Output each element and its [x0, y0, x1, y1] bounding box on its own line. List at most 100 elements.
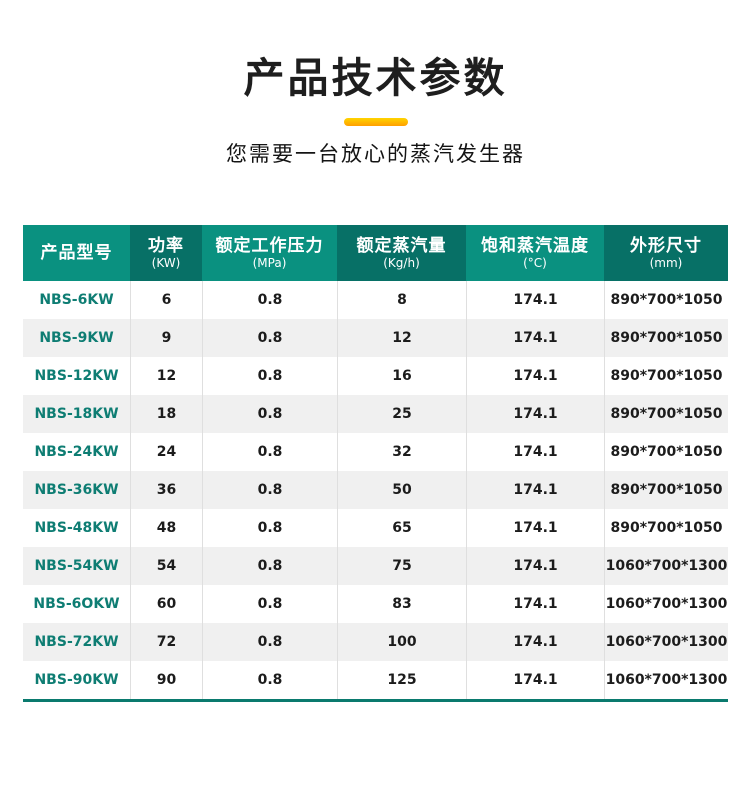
- header-label: 功率: [148, 235, 184, 256]
- page-subtitle: 您需要一台放心的蒸汽发生器: [226, 142, 525, 167]
- value-cell: 50: [337, 471, 466, 510]
- value-cell: 0.8: [202, 319, 337, 358]
- header-cell-2: 额定工作压力 (MPa): [202, 225, 337, 282]
- value-cell: 100: [337, 623, 466, 662]
- header-unit: (°C): [523, 256, 547, 271]
- header-unit: (Kg/h): [383, 256, 420, 271]
- value-cell: 174.1: [466, 547, 604, 586]
- value-cell: 54: [130, 547, 202, 586]
- value-cell: 65: [337, 509, 466, 548]
- table-row: NBS-24KW 24 0.8 32 174.1 890*700*1050: [23, 433, 728, 472]
- value-cell: 1060*700*1300: [604, 623, 728, 662]
- value-cell: 174.1: [466, 433, 604, 472]
- value-cell: 890*700*1050: [604, 395, 728, 434]
- value-cell: 0.8: [202, 433, 337, 472]
- table-bottom-border: [23, 699, 728, 703]
- value-cell: 8: [337, 281, 466, 320]
- value-cell: 0.8: [202, 395, 337, 434]
- value-cell: 0.8: [202, 623, 337, 662]
- header-cell-3: 额定蒸汽量 (Kg/h): [337, 225, 466, 282]
- header-unit: (MPa): [252, 256, 287, 271]
- table-row: NBS-6KW 6 0.8 8 174.1 890*700*1050: [23, 281, 728, 320]
- value-cell: 48: [130, 509, 202, 548]
- value-cell: 890*700*1050: [604, 509, 728, 548]
- value-cell: 83: [337, 585, 466, 624]
- value-cell: 24: [130, 433, 202, 472]
- value-cell: 174.1: [466, 357, 604, 396]
- value-cell: 174.1: [466, 585, 604, 624]
- value-cell: 174.1: [466, 623, 604, 662]
- header-cell-0: 产品型号: [23, 225, 130, 282]
- table-row: NBS-90KW 90 0.8 125 174.1 1060*700*1300: [23, 661, 728, 700]
- value-cell: 1060*700*1300: [604, 547, 728, 586]
- model-cell: NBS-6OKW: [33, 596, 120, 613]
- value-cell: 174.1: [466, 661, 604, 700]
- value-cell: 25: [337, 395, 466, 434]
- value-cell: 16: [337, 357, 466, 396]
- value-cell: 890*700*1050: [604, 281, 728, 320]
- value-cell: 174.1: [466, 395, 604, 434]
- value-cell: 0.8: [202, 357, 337, 396]
- page-title: 产品技术参数: [243, 54, 508, 102]
- value-cell: 0.8: [202, 471, 337, 510]
- model-cell: NBS-48KW: [34, 520, 119, 537]
- value-cell: 12: [130, 357, 202, 396]
- value-cell: 890*700*1050: [604, 433, 728, 472]
- value-cell: 0.8: [202, 509, 337, 548]
- value-cell: 125: [337, 661, 466, 700]
- header-unit: (KW): [151, 256, 181, 271]
- value-cell: 9: [130, 319, 202, 358]
- value-cell: 174.1: [466, 281, 604, 320]
- header-label: 产品型号: [40, 243, 113, 264]
- value-cell: 0.8: [202, 281, 337, 320]
- accent-underline-bar: [343, 118, 408, 127]
- spec-table: 产品型号 功率 (KW) 额定工作压力 (MPa) 额定蒸汽量 (Kg/h) 饱和蒸汽温度 (°…: [23, 225, 728, 703]
- table-header-row: 产品型号 功率 (KW) 额定工作压力 (MPa) 额定蒸汽量 (Kg/h) 饱和蒸汽温度 (°…: [23, 225, 728, 282]
- value-cell: 72: [130, 623, 202, 662]
- header-cell-5: 外形尺寸 (mm): [604, 225, 728, 282]
- table-row: NBS-9KW 9 0.8 12 174.1 890*700*1050: [23, 319, 728, 358]
- value-cell: 6: [130, 281, 202, 320]
- header-cell-4: 饱和蒸汽温度 (°C): [466, 225, 604, 282]
- value-cell: 1060*700*1300: [604, 661, 728, 700]
- table-row: NBS-36KW 36 0.8 50 174.1 890*700*1050: [23, 471, 728, 510]
- model-cell: NBS-12KW: [34, 368, 119, 385]
- header-label: 额定蒸汽量: [356, 235, 447, 256]
- value-cell: 0.8: [202, 585, 337, 624]
- model-cell: NBS-72KW: [34, 634, 119, 651]
- value-cell: 12: [337, 319, 466, 358]
- table-body: NBS-6KW 6 0.8 8 174.1 890*700*1050 NBS-9KW 9 0.8…: [23, 281, 728, 700]
- table-row: NBS-12KW 12 0.8 16 174.1 890*700*1050: [23, 357, 728, 396]
- header-unit: (mm): [649, 256, 683, 271]
- model-cell: NBS-24KW: [34, 444, 119, 461]
- header-label: 饱和蒸汽温度: [481, 235, 589, 256]
- value-cell: 32: [337, 433, 466, 472]
- table-row: NBS-72KW 72 0.8 100 174.1 1060*700*1300: [23, 623, 728, 662]
- table-row: NBS-48KW 48 0.8 65 174.1 890*700*1050: [23, 509, 728, 548]
- value-cell: 890*700*1050: [604, 357, 728, 396]
- value-cell: 18: [130, 395, 202, 434]
- table-row: NBS-54KW 54 0.8 75 174.1 1060*700*1300: [23, 547, 728, 586]
- page-header: 产品技术参数 您需要一台放心的蒸汽发生器: [0, 0, 751, 167]
- model-cell: NBS-36KW: [34, 482, 119, 499]
- value-cell: 90: [130, 661, 202, 700]
- header-label: 外形尺寸: [630, 235, 702, 256]
- value-cell: 890*700*1050: [604, 471, 728, 510]
- model-cell: NBS-9KW: [39, 330, 114, 347]
- value-cell: 60: [130, 585, 202, 624]
- header-label: 额定工作压力: [215, 235, 324, 256]
- value-cell: 174.1: [466, 509, 604, 548]
- value-cell: 890*700*1050: [604, 319, 728, 358]
- value-cell: 1060*700*1300: [604, 585, 728, 624]
- model-cell: NBS-18KW: [34, 406, 119, 423]
- value-cell: 75: [337, 547, 466, 586]
- value-cell: 174.1: [466, 471, 604, 510]
- model-cell: NBS-6KW: [39, 292, 114, 309]
- model-cell: NBS-54KW: [34, 558, 119, 575]
- value-cell: 36: [130, 471, 202, 510]
- value-cell: 0.8: [202, 547, 337, 586]
- table-row: NBS-18KW 18 0.8 25 174.1 890*700*1050: [23, 395, 728, 434]
- header-cell-1: 功率 (KW): [130, 225, 202, 282]
- value-cell: 0.8: [202, 661, 337, 700]
- value-cell: 174.1: [466, 319, 604, 358]
